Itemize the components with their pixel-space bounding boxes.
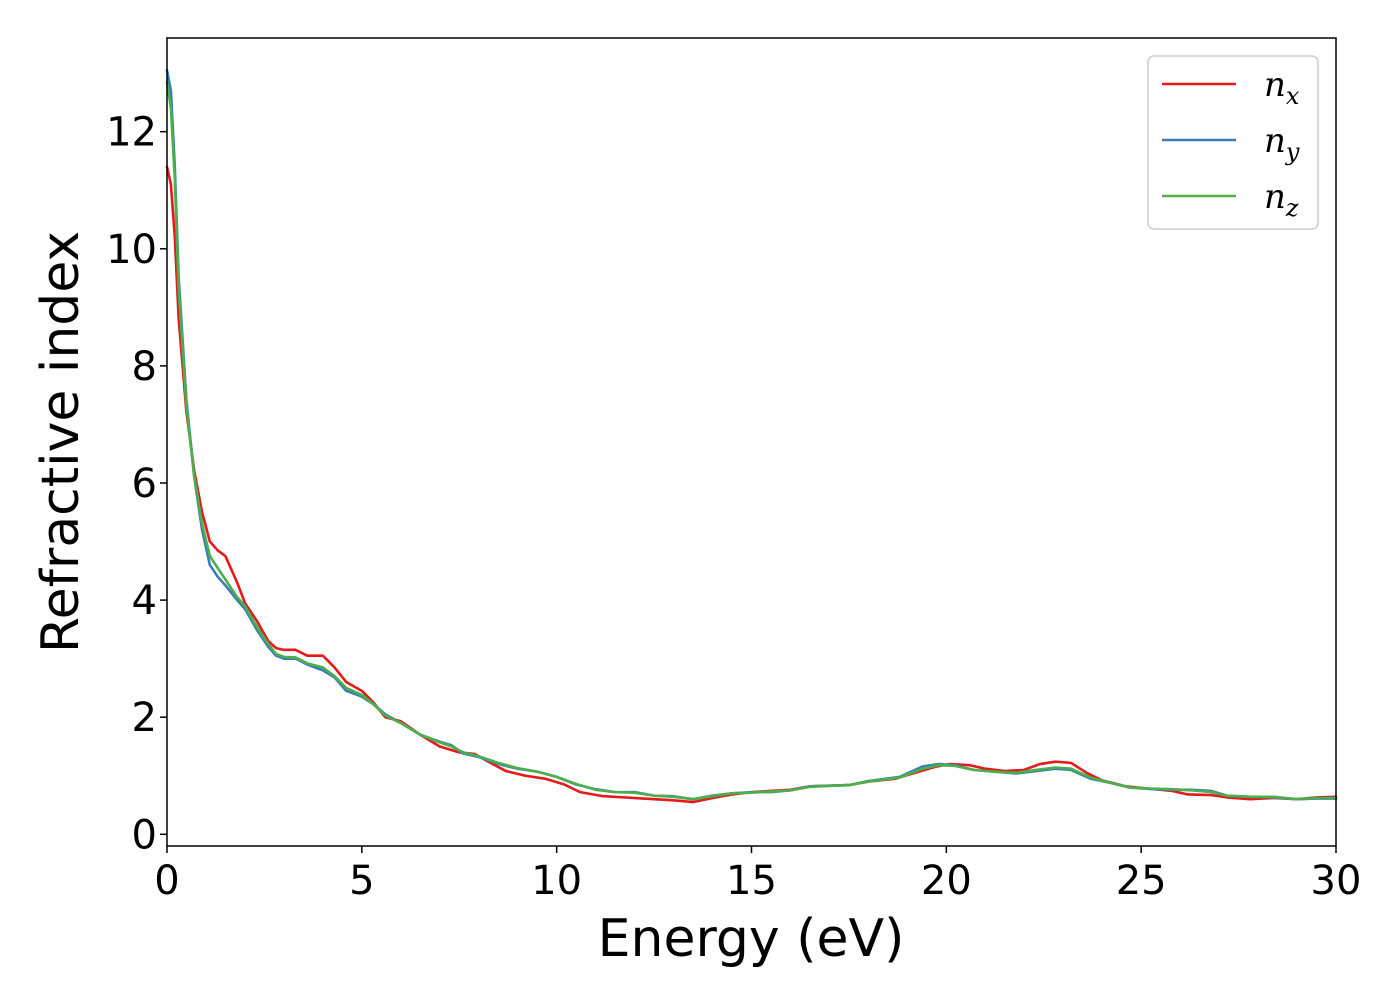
legend-label-x: nx [1264, 65, 1300, 110]
x-tick-label: 5 [349, 858, 374, 904]
y-tick-label: 2 [132, 695, 157, 741]
legend-label-z: nz [1264, 177, 1299, 222]
x-tick-label: 0 [154, 858, 179, 904]
y-tick-label: 10 [106, 227, 157, 273]
series-layer [165, 68, 1338, 804]
x-tick-label: 10 [531, 858, 582, 904]
y-tick-label: 12 [106, 110, 157, 156]
y-tick-label: 8 [132, 344, 157, 390]
series-line-z [165, 80, 1338, 801]
legend-label-y: ny [1264, 121, 1300, 166]
legend-box [1147, 55, 1319, 230]
y-tick-label: 0 [132, 812, 157, 858]
x-tick-label: 30 [1311, 858, 1362, 904]
y-axis-ticks: 0 2 4 6 8 10 12 [106, 110, 167, 858]
y-axis-title: Refractive index [31, 231, 91, 653]
x-axis-title: Energy (eV) [598, 909, 905, 969]
series-line-x [165, 165, 1338, 804]
legend: nx ny nz [1147, 55, 1319, 230]
y-tick-label: 4 [132, 578, 157, 624]
x-tick-label: 25 [1116, 858, 1167, 904]
x-tick-label: 15 [726, 858, 777, 904]
y-tick-label: 6 [132, 461, 157, 507]
x-axis-ticks: 0 5 10 15 20 25 30 [154, 846, 1361, 904]
x-tick-label: 20 [921, 858, 972, 904]
